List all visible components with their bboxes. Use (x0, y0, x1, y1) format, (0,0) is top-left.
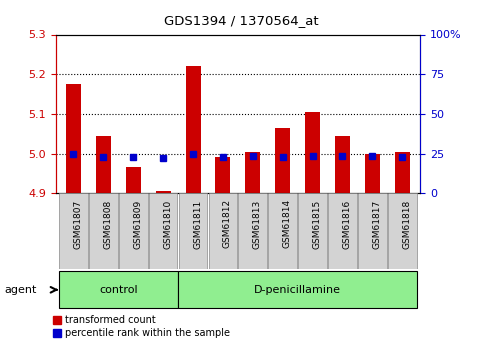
Bar (149, 193, 177, 269)
Text: GSM61815: GSM61815 (313, 199, 322, 248)
Text: GSM61812: GSM61812 (223, 199, 232, 248)
Text: agent: agent (5, 285, 37, 295)
Bar (358, 193, 387, 269)
Bar (179, 193, 207, 269)
Bar (388, 193, 417, 269)
Text: GDS1394 / 1370564_at: GDS1394 / 1370564_at (164, 14, 319, 27)
Text: control: control (99, 285, 138, 295)
Bar (178, 271, 417, 308)
Bar (298, 193, 327, 269)
Text: GSM61814: GSM61814 (283, 199, 292, 248)
Text: GSM61813: GSM61813 (253, 199, 262, 248)
Bar (215, 158, 230, 193)
Bar (59, 193, 88, 269)
Text: GSM61807: GSM61807 (73, 199, 83, 248)
Bar (275, 128, 290, 193)
Bar (185, 66, 200, 193)
Bar (58, 271, 178, 308)
Legend: transformed count, percentile rank within the sample: transformed count, percentile rank withi… (53, 315, 230, 338)
Bar (126, 167, 141, 193)
Bar (119, 193, 148, 269)
Text: GSM61817: GSM61817 (372, 199, 382, 248)
Bar (89, 193, 118, 269)
Bar (66, 84, 81, 193)
Bar (335, 136, 350, 193)
Bar (395, 151, 410, 193)
Text: GSM61811: GSM61811 (193, 199, 202, 248)
Text: GSM61810: GSM61810 (163, 199, 172, 248)
Bar (365, 154, 380, 193)
Bar (305, 112, 320, 193)
Text: GSM61809: GSM61809 (133, 199, 142, 248)
Bar (209, 193, 237, 269)
Bar (245, 151, 260, 193)
Bar (239, 193, 267, 269)
Text: GSM61816: GSM61816 (342, 199, 352, 248)
Bar (96, 136, 111, 193)
Text: GSM61818: GSM61818 (402, 199, 412, 248)
Bar (156, 191, 170, 193)
Bar (328, 193, 357, 269)
Bar (269, 193, 297, 269)
Text: D-penicillamine: D-penicillamine (254, 285, 341, 295)
Text: GSM61808: GSM61808 (103, 199, 113, 248)
